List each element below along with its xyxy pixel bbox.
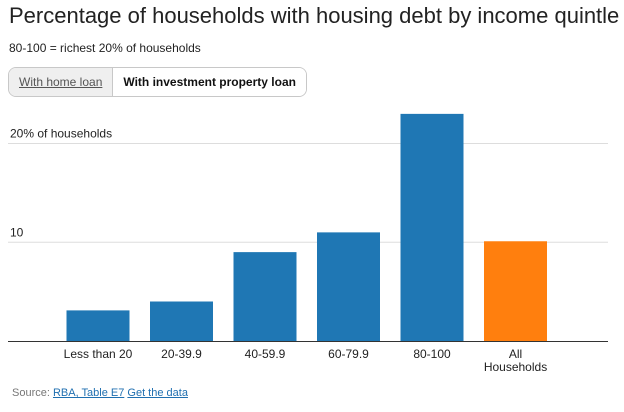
x-tick-label: Households (484, 360, 547, 374)
bar (317, 232, 380, 341)
x-tick-label: 40-59.9 (245, 347, 286, 361)
chart-subtitle: 80-100 = richest 20% of households (9, 41, 201, 55)
x-tick-label: 60-79.9 (328, 347, 369, 361)
source-link[interactable]: RBA, Table E7 (52, 387, 125, 399)
get-data-link[interactable]: Get the data (127, 387, 188, 399)
y-tick-label: 10 (10, 225, 24, 239)
tab-investment-property-loan[interactable]: With investment property loan (113, 68, 306, 96)
bar (66, 310, 130, 341)
x-tick-label: All (509, 347, 522, 361)
tab-group: With home loan With investment property … (8, 67, 307, 97)
x-tick-label: 80-100 (413, 347, 451, 361)
bar (150, 301, 213, 341)
source-line: Source: RBA, Table E7 Get the data (12, 387, 188, 399)
y-tick-label: 20% of households (10, 127, 112, 141)
bar (400, 113, 464, 341)
x-tick-label: Less than 20 (64, 347, 133, 361)
x-tick-label: 20-39.9 (161, 347, 202, 361)
bar (233, 252, 297, 341)
bar (484, 241, 547, 341)
chart-title: Percentage of households with housing de… (9, 3, 620, 28)
source-prefix: Source: (12, 387, 50, 399)
tab-home-loan[interactable]: With home loan (9, 68, 114, 96)
